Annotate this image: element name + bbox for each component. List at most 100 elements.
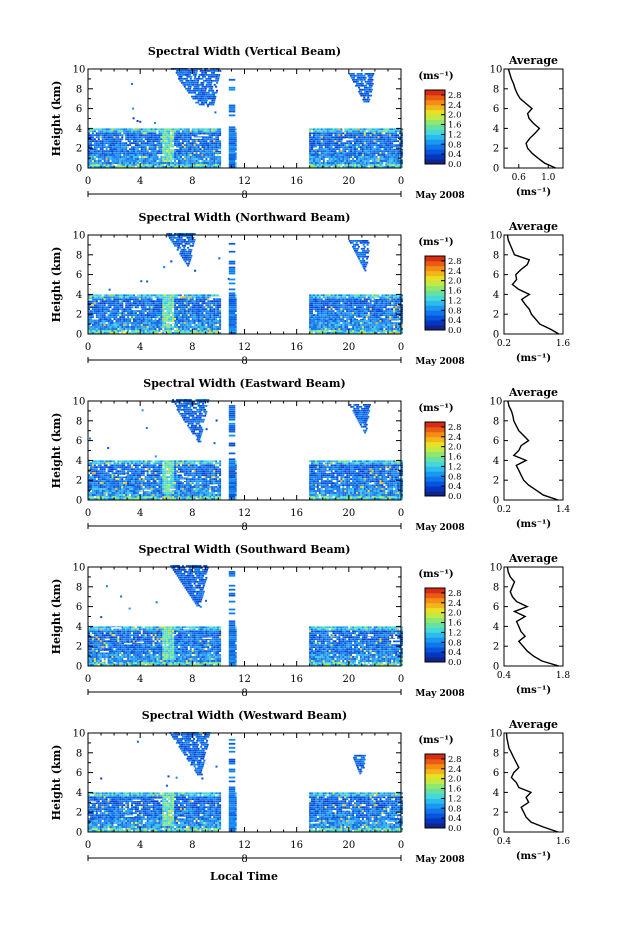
- heatmap-cell: [152, 132, 155, 135]
- heatmap-cell: [375, 138, 378, 141]
- heatmap-cell: [213, 128, 216, 131]
- heatmap-cell: [139, 120, 142, 123]
- heatmap-cell: [168, 138, 171, 141]
- heatmap-cell: [154, 164, 157, 166]
- heatmap-cell: [361, 140, 364, 143]
- heatmap-cell: [109, 142, 112, 145]
- heatmap-cell: [178, 330, 180, 332]
- heatmap-cell: [207, 312, 210, 314]
- heatmap-cell: [346, 160, 349, 162]
- heatmap-cell: [160, 318, 163, 320]
- heatmap-cell: [338, 128, 341, 131]
- heatmap-cell: [90, 318, 92, 320]
- heatmap-cell: [178, 308, 180, 311]
- heatmap-cell: [311, 144, 313, 146]
- heatmap-cell: [211, 91, 214, 94]
- heatmap-cell: [179, 156, 182, 158]
- heatmap-cell: [344, 166, 347, 168]
- heatmap-cell: [148, 128, 151, 131]
- heatmap-cell: [363, 310, 366, 312]
- heatmap-cell: [91, 134, 94, 137]
- heatmap-cell: [162, 166, 165, 168]
- heatmap-cell: [318, 306, 321, 309]
- heatmap-cell: [172, 154, 175, 156]
- heatmap-cell: [334, 134, 337, 137]
- heatmap-cell: [379, 330, 382, 332]
- heatmap-cell: [117, 314, 120, 316]
- heatmap-cell: [187, 308, 190, 311]
- heatmap-cell: [90, 304, 92, 307]
- heatmap-cell: [99, 152, 102, 154]
- heatmap-cell: [174, 166, 177, 168]
- heatmap-cell: [207, 148, 210, 150]
- heatmap-cell: [105, 160, 108, 162]
- heatmap-cell: [219, 322, 222, 324]
- heatmap-cell: [160, 162, 163, 164]
- heatmap-cell: [121, 164, 124, 166]
- heatmap-cell: [203, 152, 206, 154]
- heatmap-cell: [367, 136, 370, 139]
- heatmap-cell: [148, 324, 151, 326]
- heatmap-cell: [168, 134, 171, 137]
- heatmap-cell: [140, 294, 143, 297]
- heatmap-cell: [91, 298, 94, 301]
- heatmap-cell: [178, 162, 180, 164]
- heatmap-cell: [176, 134, 178, 137]
- heatmap-cell: [172, 130, 175, 133]
- heatmap-cell: [332, 158, 335, 160]
- heatmap-cell: [144, 326, 147, 328]
- heatmap-cell: [207, 320, 210, 322]
- heatmap-cell: [156, 302, 159, 305]
- heatmap-cell: [313, 300, 315, 303]
- heatmap-cell: [109, 134, 112, 137]
- heatmap-cell: [111, 300, 114, 303]
- heatmap-cell: [197, 146, 200, 148]
- heatmap-cell: [176, 70, 179, 72]
- heatmap-cell: [213, 83, 216, 86]
- heatmap-cell: [191, 140, 194, 143]
- heatmap-cell: [357, 74, 360, 77]
- heatmap-cell: [166, 154, 169, 156]
- heatmap-cell: [179, 146, 182, 148]
- heatmap-cell: [336, 154, 339, 156]
- heatmap-cell: [192, 74, 195, 76]
- heatmap-cell: [363, 100, 366, 103]
- heatmap-cell: [367, 320, 370, 322]
- heatmap-cell: [328, 314, 331, 316]
- heatmap-cell: [183, 312, 186, 314]
- heatmap-cell: [152, 326, 155, 328]
- heatmap-cell: [123, 142, 126, 145]
- heatmap-cell: [354, 166, 356, 168]
- heatmap-cell: [90, 166, 92, 168]
- heatmap-cells: [88, 233, 403, 334]
- heatmap-cell: [144, 130, 147, 133]
- heatmap-cell: [350, 142, 353, 145]
- heatmap-cell: [170, 134, 173, 137]
- heatmap-cell: [197, 318, 200, 320]
- heatmap-cell: [211, 308, 214, 311]
- heatmap-cell: [330, 160, 333, 162]
- heatmap-cell: [138, 150, 141, 152]
- heatmap-cell: [309, 310, 312, 312]
- heatmap-cell: [193, 326, 196, 328]
- heatmap-cell: [336, 140, 339, 143]
- heatmap-cell: [99, 300, 102, 303]
- heatmap-cell: [371, 328, 374, 330]
- heatmap-cell: [352, 128, 355, 131]
- heatmap-cell: [340, 156, 343, 158]
- heatmap-cell: [189, 142, 192, 145]
- heatmap-cell: [150, 328, 153, 330]
- heatmap-cell: [174, 140, 177, 143]
- heatmap-cell: [117, 310, 120, 312]
- heatmap-cell: [314, 296, 317, 299]
- heatmap-cell: [162, 148, 165, 150]
- heatmap-cell: [367, 156, 370, 158]
- heatmap-cell: [90, 164, 92, 166]
- heatmap-cell: [383, 296, 386, 299]
- heatmap-cell: [105, 326, 108, 328]
- heatmap-cell: [346, 308, 349, 311]
- heatmap-cell: [316, 140, 319, 143]
- heatmap-cell: [187, 132, 190, 135]
- heatmap-cell: [197, 144, 200, 146]
- heatmap-cell: [138, 302, 141, 305]
